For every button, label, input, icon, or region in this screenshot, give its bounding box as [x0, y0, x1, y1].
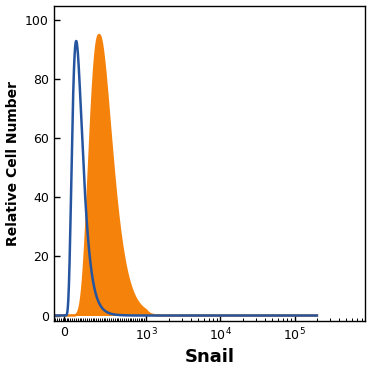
Y-axis label: Relative Cell Number: Relative Cell Number: [6, 81, 20, 246]
X-axis label: Snail: Snail: [185, 349, 234, 366]
